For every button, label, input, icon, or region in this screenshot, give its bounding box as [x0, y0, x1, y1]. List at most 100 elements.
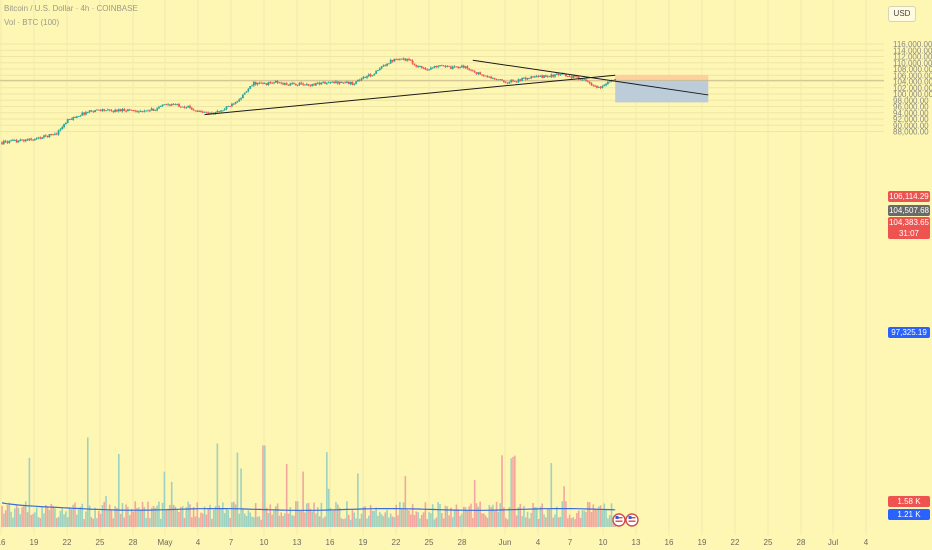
candle-body — [532, 76, 534, 78]
target-zone[interactable] — [615, 74, 709, 81]
grid-lines — [0, 0, 884, 535]
volume-bar — [568, 514, 571, 527]
candle-body — [271, 82, 273, 84]
volume-bar — [327, 488, 330, 527]
volume-bar — [410, 514, 412, 527]
volume-bar — [4, 510, 7, 527]
volume-bar — [242, 508, 244, 527]
candle-body — [6, 141, 9, 143]
volume-bar — [149, 518, 151, 527]
stop-zone[interactable] — [615, 80, 709, 103]
volume-bar — [455, 504, 458, 527]
volume-bar — [291, 515, 293, 527]
volume-bar — [296, 501, 299, 527]
volume-bar — [211, 518, 213, 527]
volume-bar — [420, 514, 423, 527]
volume-bar — [54, 508, 56, 527]
long-position-zones[interactable] — [0, 74, 884, 103]
volume-bar — [167, 508, 169, 527]
trendline[interactable] — [204, 74, 616, 116]
volume-bar — [424, 502, 427, 527]
volume-bar — [512, 456, 514, 527]
volume-bar — [240, 468, 242, 527]
candle-body — [50, 134, 53, 135]
candle-body — [596, 85, 598, 88]
candle-body — [513, 81, 516, 82]
event-markers[interactable] — [612, 513, 639, 527]
volume-bar — [231, 502, 233, 527]
candle-body — [543, 75, 545, 78]
candle-body — [23, 140, 25, 142]
volume-bar — [358, 518, 361, 527]
candle-body — [608, 81, 611, 83]
candle-body — [378, 68, 381, 71]
volume-bar — [159, 518, 162, 527]
volume-bar — [152, 505, 155, 527]
candle-body — [590, 83, 593, 85]
price-tick-label: 88,000.00 — [893, 128, 929, 137]
price-tick-label: 110,000.00 — [893, 59, 932, 68]
candle-body — [440, 65, 443, 67]
volume-bar — [50, 503, 53, 527]
candle-body — [88, 110, 91, 113]
candle-body — [150, 108, 153, 111]
volume-bar — [236, 452, 239, 527]
trendlines[interactable] — [204, 59, 709, 116]
candle-body — [132, 110, 135, 111]
candle-body — [448, 65, 451, 67]
volume-bar — [309, 508, 312, 527]
bar-countdown: 31:07 — [888, 228, 930, 239]
volume-bar — [572, 517, 575, 527]
candle-body — [311, 84, 314, 87]
volume-bar — [492, 504, 494, 527]
candle-body — [231, 103, 233, 107]
volume-bar — [484, 515, 487, 527]
volume-bar — [493, 510, 496, 527]
candle-body — [437, 66, 440, 67]
volume-bar — [448, 515, 450, 527]
volume-bar — [225, 508, 228, 527]
price-axis[interactable]: 88,000.0090,000.0092,000.0094,000.0096,0… — [893, 40, 932, 137]
volume-bar — [397, 515, 399, 527]
volume-bar — [123, 517, 126, 527]
volume-bar — [23, 506, 25, 527]
volume-bar — [1, 505, 3, 527]
candle-body — [201, 111, 204, 113]
time-axis[interactable]: 16 19 22 25 28 May 4 7 10 13 16 19 22 25 28 Jun 4 7 10 13 16… — [0, 538, 869, 547]
volume-bar — [557, 517, 560, 527]
candle-body — [254, 82, 257, 85]
candle-body — [165, 104, 168, 106]
candle-body — [519, 79, 522, 81]
volume-bar — [260, 519, 262, 527]
candle-body — [336, 81, 339, 84]
candle-body — [92, 111, 95, 113]
candle-body — [528, 77, 531, 79]
candle-body — [462, 65, 465, 68]
us-flag-event-icon[interactable] — [612, 513, 626, 527]
us-flag-event-icon[interactable] — [625, 513, 639, 527]
candle-body — [247, 88, 250, 92]
candle-body — [400, 58, 403, 60]
volume-bar — [249, 512, 251, 527]
candle-body — [55, 133, 58, 135]
candle-body — [37, 137, 40, 139]
volume-bar — [295, 501, 297, 527]
volume-bar — [585, 511, 587, 527]
candle-body — [130, 110, 133, 111]
currency-button[interactable]: USD — [888, 6, 916, 22]
volume-bar — [457, 509, 460, 527]
volume-bar — [223, 513, 226, 527]
candle-body — [10, 140, 13, 142]
volume-bar — [300, 510, 303, 527]
volume-bar — [298, 510, 301, 527]
flag-stripe — [615, 520, 623, 522]
candle-body — [419, 66, 421, 67]
volume-bar — [556, 506, 558, 527]
candle-body — [296, 85, 299, 86]
candle-body — [294, 83, 297, 86]
trendline[interactable] — [472, 59, 709, 96]
volume-bar — [245, 515, 248, 527]
candle-body — [473, 71, 476, 73]
volume-bar — [523, 505, 525, 527]
